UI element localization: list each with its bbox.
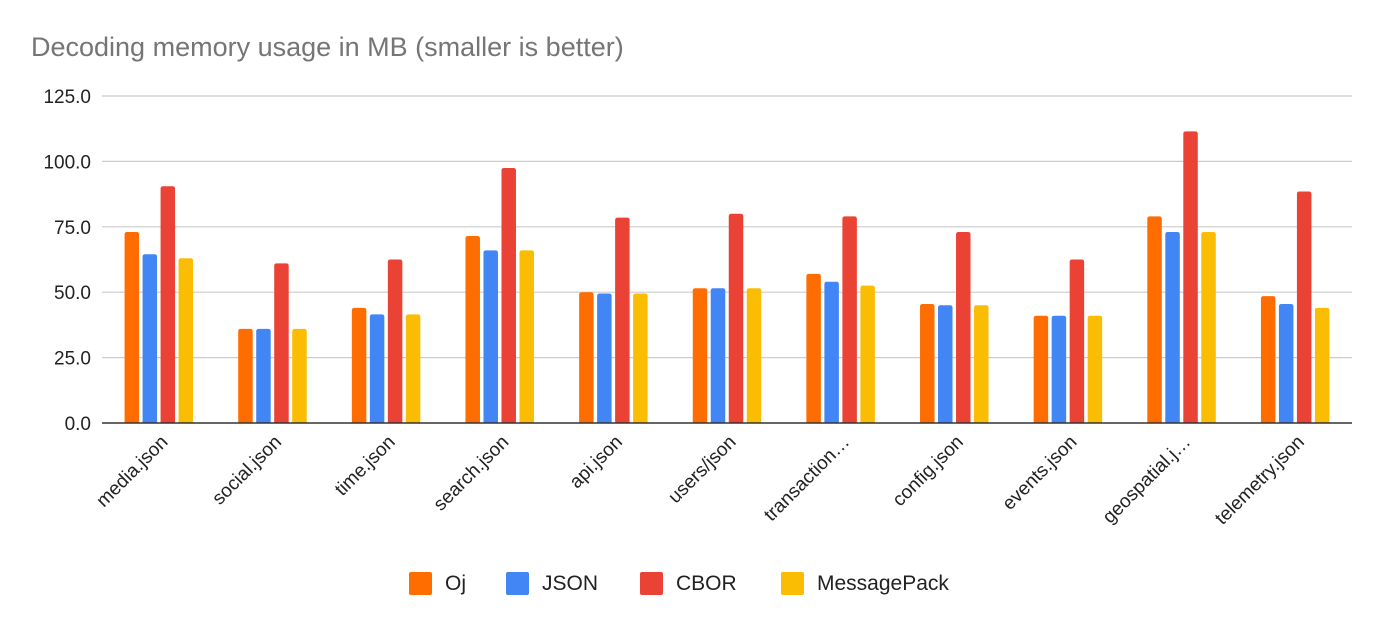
bar-cbor bbox=[501, 167, 516, 423]
bar-messagepack bbox=[1314, 307, 1330, 423]
bar-group-users-json bbox=[692, 213, 762, 423]
chart-title: Decoding memory usage in MB (smaller is … bbox=[31, 32, 624, 62]
x-tick-label: users/json bbox=[664, 432, 740, 508]
bar-group-events-json bbox=[1033, 259, 1103, 423]
bar-messagepack bbox=[746, 288, 762, 423]
y-axis-ticks: 0.0 25.0 50.0 75.0 100.0 125.0 bbox=[43, 87, 91, 435]
bar-messagepack bbox=[405, 314, 421, 423]
bar-oj bbox=[920, 303, 935, 423]
bar-oj bbox=[806, 273, 821, 423]
bar-messagepack bbox=[633, 293, 648, 423]
bar-json bbox=[824, 281, 839, 423]
legend-label: Oj bbox=[445, 572, 466, 595]
x-tick-label: media.json bbox=[93, 432, 173, 512]
x-tick-label: geospatial.j… bbox=[1099, 432, 1195, 528]
bar-group-search-json bbox=[465, 167, 534, 423]
x-tick-label: events.json bbox=[999, 432, 1082, 515]
bar-json bbox=[369, 314, 385, 423]
bar-json bbox=[142, 254, 158, 423]
bar-cbor bbox=[1296, 191, 1312, 423]
bar-group-transaction- bbox=[806, 216, 875, 423]
gridlines bbox=[102, 95, 1352, 359]
y-tick-label: 100.0 bbox=[43, 152, 91, 173]
bar-messagepack bbox=[860, 285, 875, 423]
y-tick-label: 75.0 bbox=[54, 218, 91, 239]
bar-json bbox=[483, 250, 498, 423]
legend-label: MessagePack bbox=[817, 572, 949, 595]
bar-oj bbox=[579, 292, 594, 423]
bar-oj bbox=[238, 328, 253, 423]
bar-json bbox=[1051, 315, 1067, 423]
legend-item-json: JSON bbox=[506, 572, 598, 595]
bar-oj bbox=[1260, 296, 1276, 423]
bar-cbor bbox=[728, 213, 744, 423]
x-axis-ticks: media.json social.json time.json search.jso… bbox=[93, 432, 1309, 529]
bar-oj bbox=[1147, 216, 1162, 423]
y-tick-label: 25.0 bbox=[54, 349, 91, 370]
bar-messagepack bbox=[1087, 315, 1103, 423]
legend-swatch bbox=[409, 572, 432, 595]
legend-swatch bbox=[506, 572, 529, 595]
bar-cbor bbox=[956, 232, 971, 423]
bar-group-time-json bbox=[351, 259, 421, 423]
bar-json bbox=[938, 305, 953, 423]
bar-oj bbox=[351, 307, 367, 423]
bar-oj bbox=[124, 232, 140, 423]
bar-oj bbox=[1033, 315, 1049, 423]
bar-group-config-json bbox=[920, 232, 989, 423]
bar-messagepack bbox=[178, 258, 194, 423]
x-tick-label: api.json bbox=[566, 432, 627, 493]
bar-json bbox=[1278, 303, 1294, 423]
x-tick-label: search.json bbox=[430, 432, 514, 516]
y-tick-label: 125.0 bbox=[43, 87, 91, 108]
bar-group-telemetry-json bbox=[1260, 191, 1330, 423]
legend: Oj JSON CBOR MessagePack bbox=[409, 572, 949, 595]
bars bbox=[124, 131, 1330, 424]
bar-cbor bbox=[1069, 259, 1085, 423]
legend-label: JSON bbox=[542, 572, 598, 595]
x-tick-label: time.json bbox=[331, 432, 400, 501]
bar-messagepack bbox=[292, 328, 307, 423]
legend-swatch bbox=[781, 572, 804, 595]
legend-item-cbor: CBOR bbox=[640, 572, 737, 595]
y-tick-label: 0.0 bbox=[65, 414, 91, 435]
bar-cbor bbox=[387, 259, 403, 423]
bar-messagepack bbox=[1201, 232, 1216, 423]
x-tick-label: transaction… bbox=[760, 432, 854, 526]
bar-cbor bbox=[842, 216, 857, 423]
bar-messagepack bbox=[519, 250, 534, 423]
bar-json bbox=[710, 288, 726, 423]
bar-cbor bbox=[274, 263, 289, 423]
x-tick-label: telemetry.json bbox=[1211, 432, 1308, 529]
bar-cbor bbox=[160, 186, 176, 423]
bar-json bbox=[1165, 232, 1180, 423]
bar-group-social-json bbox=[238, 263, 307, 423]
bar-group-media-json bbox=[124, 186, 194, 423]
bar-json bbox=[256, 328, 271, 423]
y-tick-label: 50.0 bbox=[54, 283, 91, 304]
x-tick-label: social.json bbox=[208, 432, 286, 510]
bar-messagepack bbox=[974, 305, 989, 423]
legend-item-messagepack: MessagePack bbox=[781, 572, 949, 595]
bar-cbor bbox=[1183, 131, 1198, 424]
x-tick-label: config.json bbox=[889, 432, 968, 511]
bar-json bbox=[597, 293, 612, 423]
bar-oj bbox=[465, 235, 480, 423]
bar-cbor bbox=[615, 217, 630, 423]
legend-item-oj: Oj bbox=[409, 572, 466, 595]
bar-group-api-json bbox=[579, 217, 648, 423]
legend-swatch bbox=[640, 572, 663, 595]
bar-group-geospatial-j- bbox=[1147, 131, 1216, 424]
legend-label: CBOR bbox=[676, 572, 737, 595]
bar-oj bbox=[692, 288, 708, 423]
